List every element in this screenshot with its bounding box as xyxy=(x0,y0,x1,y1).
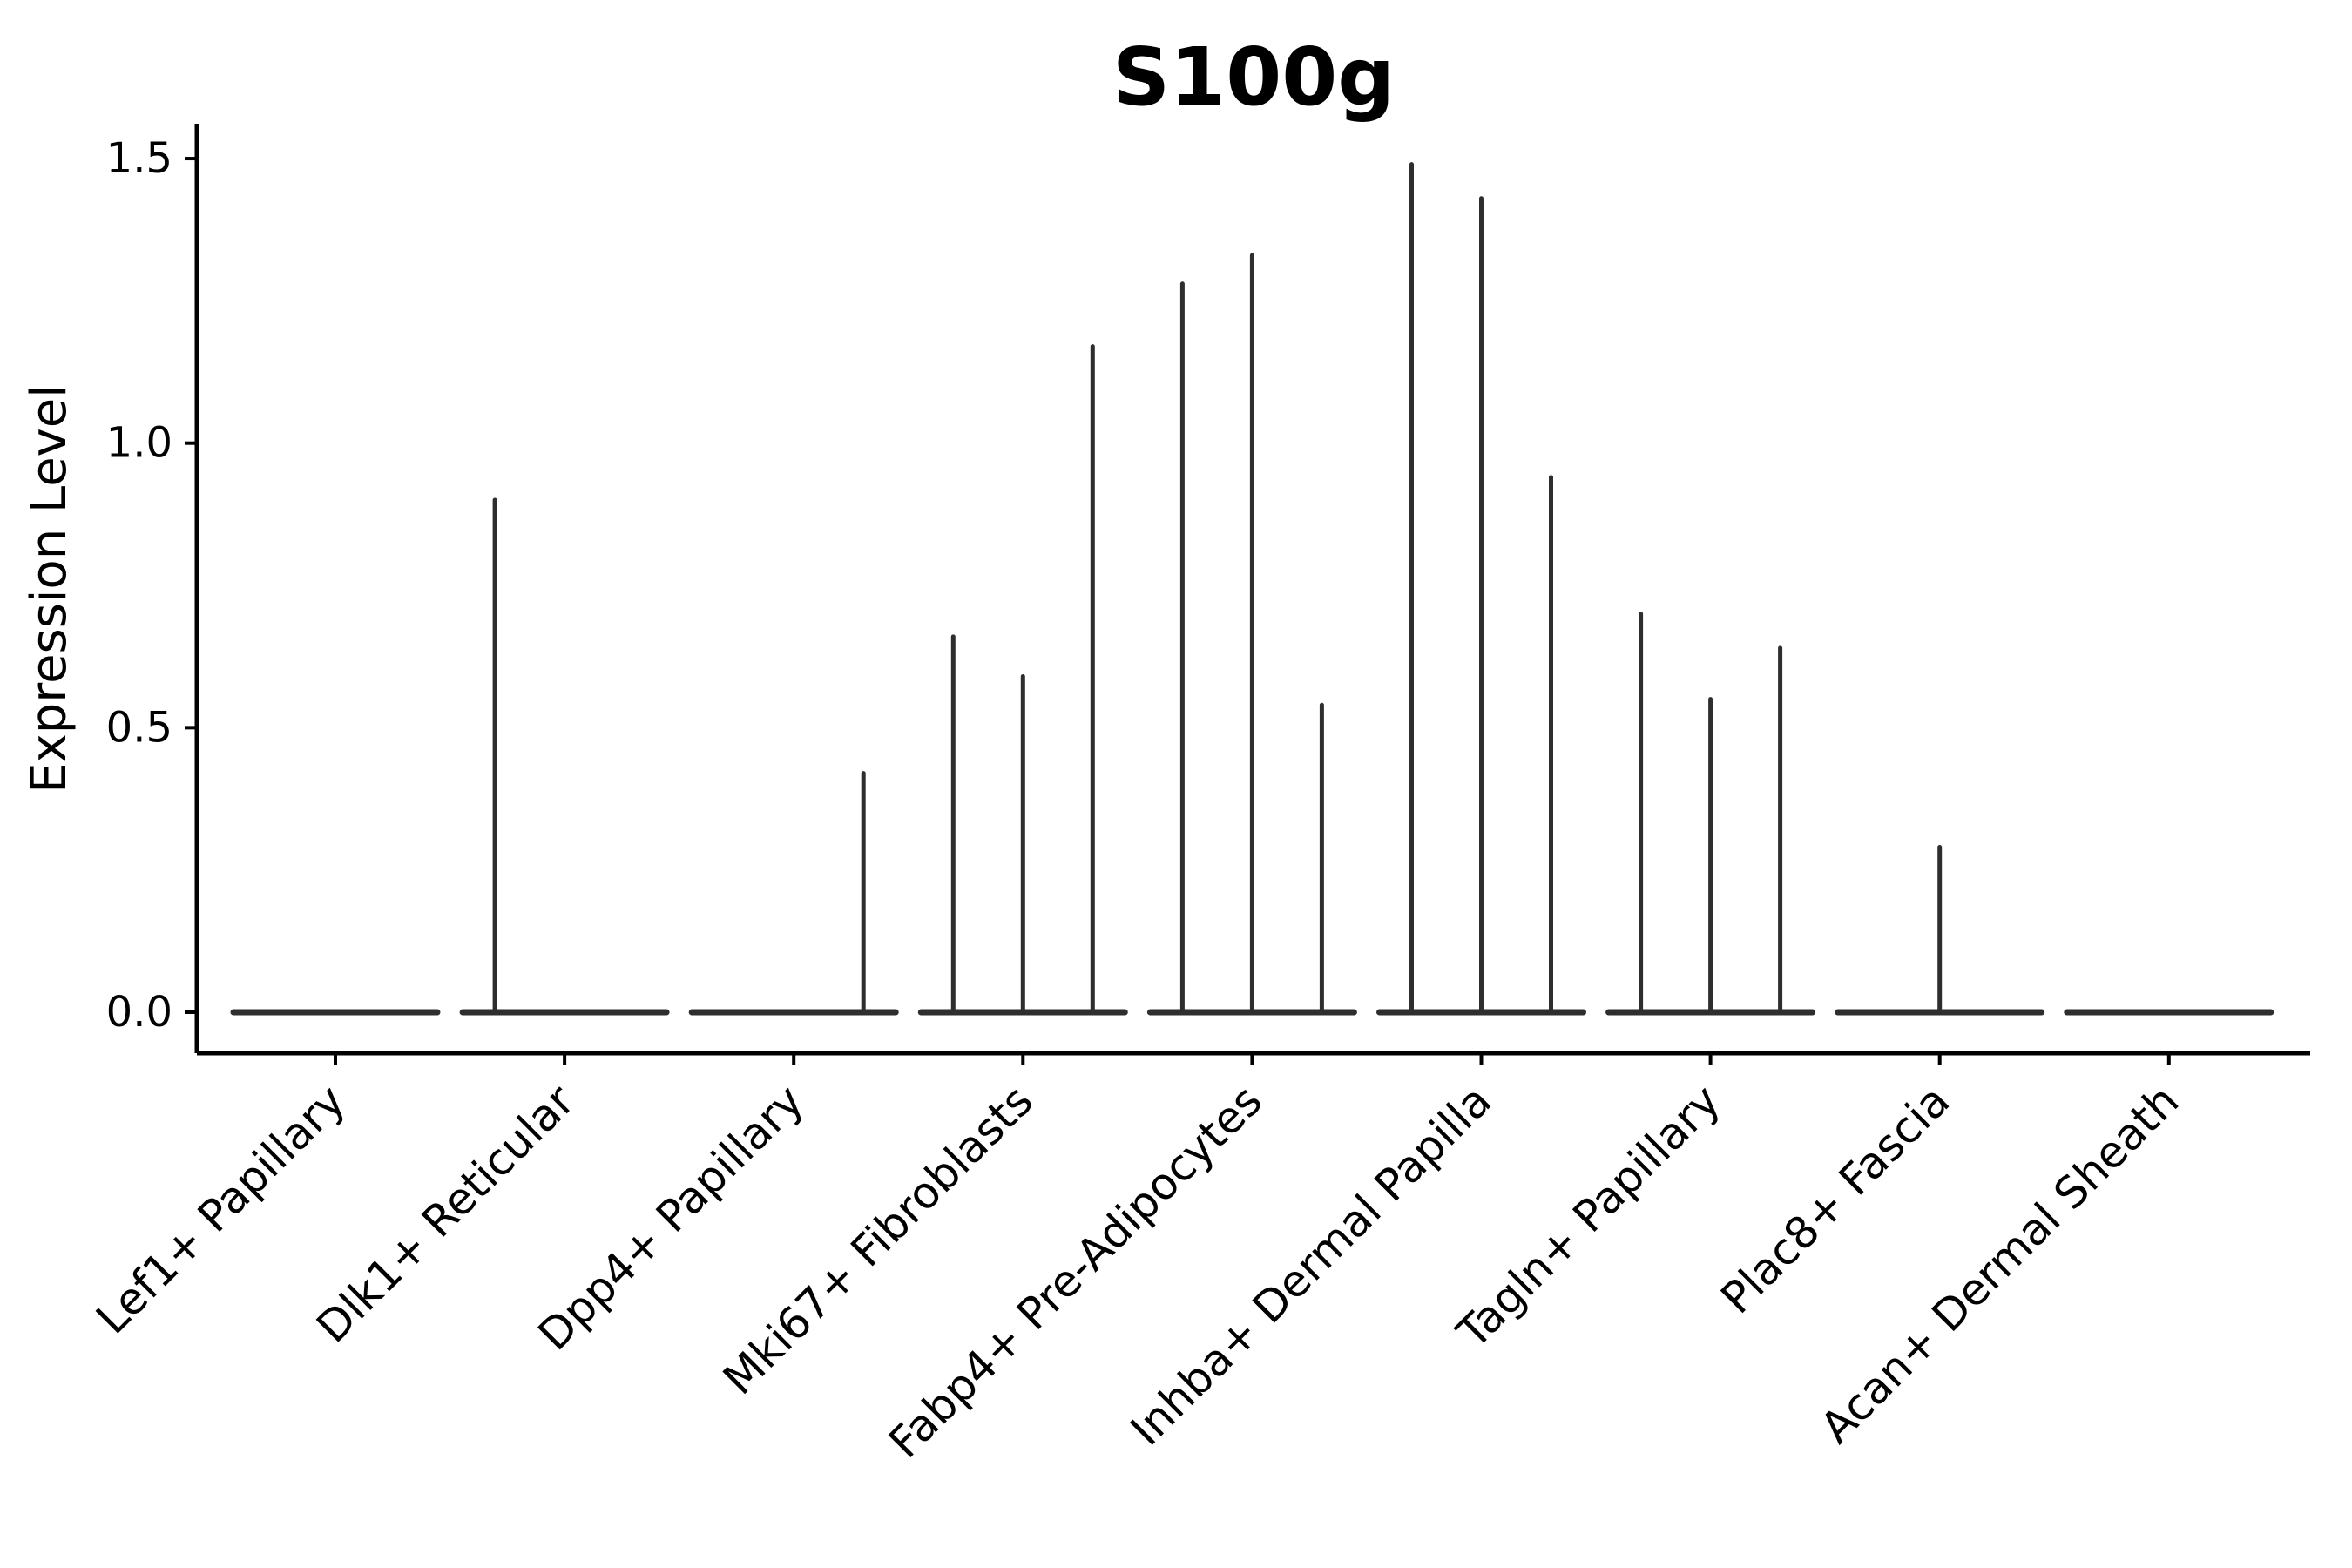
y-tick-label: 1.5 xyxy=(106,134,172,183)
x-tick-label: Fabp4+ Pre-Adipocytes xyxy=(879,1075,1272,1468)
chart-title: S100g xyxy=(1112,30,1395,124)
y-tick-label: 0.0 xyxy=(106,988,172,1037)
y-tick-label: 0.5 xyxy=(106,703,172,752)
y-tick-label: 1.0 xyxy=(106,419,172,468)
x-tick-label: Plac8+ Fascia xyxy=(1711,1075,1959,1323)
y-axis-label: Expression Level xyxy=(21,384,78,794)
x-tick-label: Lef1+ Papillary xyxy=(86,1075,355,1343)
